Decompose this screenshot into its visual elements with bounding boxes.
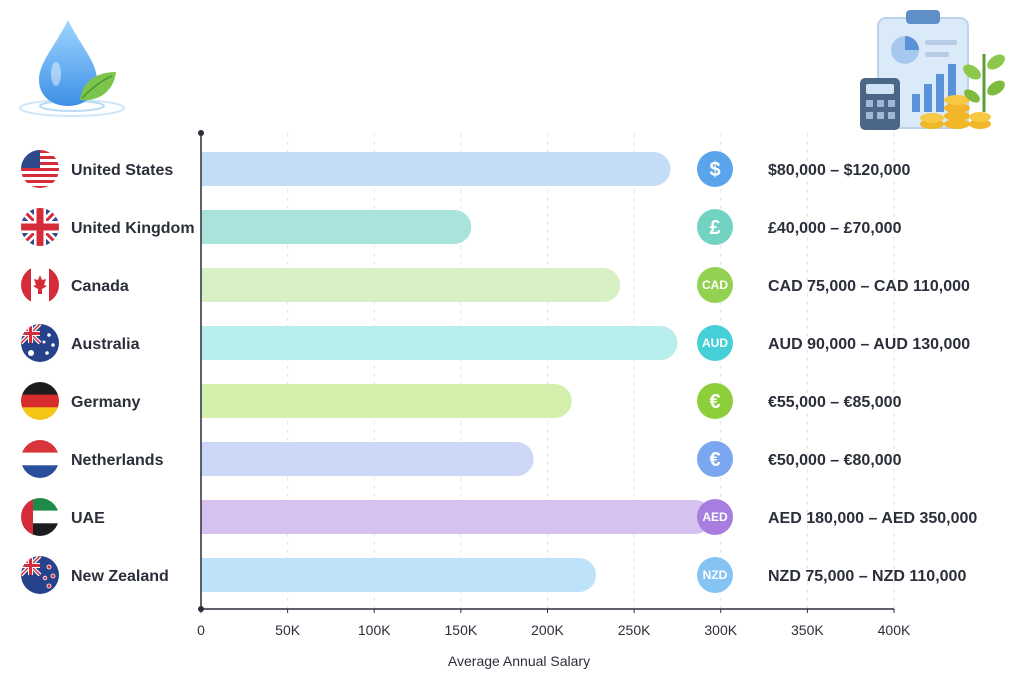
currency-badge xyxy=(697,325,733,361)
currency-symbol: € xyxy=(709,391,720,413)
x-tick-label: 350K xyxy=(791,622,824,638)
uae-flag-icon xyxy=(21,498,59,536)
australia-flag-icon xyxy=(21,324,59,362)
bar-left-cap xyxy=(201,268,218,302)
axes: 0 50K 100K 150K 200K 250K 300K 350K 400K xyxy=(197,130,911,638)
currency-symbol: AED xyxy=(702,510,728,524)
country-label: United States xyxy=(71,162,173,179)
bar-left-cap xyxy=(201,326,218,360)
x-tick-label: 0 xyxy=(197,622,205,638)
x-axis-title: Average Annual Salary xyxy=(448,653,590,669)
bar-left-cap xyxy=(201,384,218,418)
salary-range-label: AUD 90,000 – AUD 130,000 xyxy=(768,336,970,353)
country-label: New Zealand xyxy=(71,568,169,585)
currency-badge xyxy=(697,557,733,593)
axis-top-dot xyxy=(198,130,204,136)
country-label: Netherlands xyxy=(71,452,164,469)
country-label: Germany xyxy=(71,394,140,411)
bar xyxy=(201,152,671,186)
germany-flag-icon xyxy=(21,382,59,420)
currency-badge xyxy=(697,383,733,419)
bar-left-cap xyxy=(201,152,218,186)
water-drop-icon xyxy=(19,20,125,117)
salary-range-label: NZD 75,000 – NZD 110,000 xyxy=(768,568,966,585)
currency-symbol: $ xyxy=(709,159,720,181)
x-tick-label: 250K xyxy=(618,622,651,638)
currency-symbol: NZD xyxy=(703,568,728,582)
us-flag-icon xyxy=(21,150,59,188)
country-label: Canada xyxy=(71,278,129,295)
currency-badge xyxy=(697,441,733,477)
bar-left-cap xyxy=(201,210,218,244)
country-label: Australia xyxy=(71,336,140,353)
x-tick-label: 100K xyxy=(358,622,391,638)
x-tick-label: 300K xyxy=(704,622,737,638)
bar xyxy=(201,210,472,244)
currency-symbol: £ xyxy=(709,217,720,239)
country-label: UAE xyxy=(71,510,105,527)
x-tick-label: 200K xyxy=(531,622,564,638)
salary-range-label: €55,000 – €85,000 xyxy=(768,394,902,411)
bar-left-cap xyxy=(201,442,218,476)
x-tick-label: 400K xyxy=(878,622,911,638)
new-zealand-flag-icon xyxy=(21,556,59,594)
bar xyxy=(201,384,572,418)
bar xyxy=(201,442,534,476)
salary-range-labels: $80,000 – $120,000 £40,000 – £70,000 CAD 7… xyxy=(768,162,977,585)
report-calculator-icon xyxy=(860,10,1005,130)
salary-range-label: AED 180,000 – AED 350,000 xyxy=(768,510,977,527)
bar xyxy=(201,326,678,360)
x-tick-label: 50K xyxy=(275,622,301,638)
currency-symbol: CAD xyxy=(702,278,728,292)
uk-flag-icon xyxy=(21,208,59,246)
bar xyxy=(201,558,597,592)
country-flags xyxy=(21,150,59,594)
bar xyxy=(201,268,621,302)
currency-symbol: € xyxy=(709,449,720,471)
salary-range-label: CAD 75,000 – CAD 110,000 xyxy=(768,278,970,295)
currency-badge xyxy=(697,267,733,303)
bar-left-cap xyxy=(201,500,218,534)
salary-range-label: £40,000 – £70,000 xyxy=(768,220,902,237)
country-label: United Kingdom xyxy=(71,220,195,237)
canada-flag-icon xyxy=(21,266,59,304)
bars xyxy=(201,152,713,592)
currency-badge xyxy=(697,151,733,187)
axis-origin-dot xyxy=(198,606,204,612)
currency-badge xyxy=(697,499,733,535)
bar-left-cap xyxy=(201,558,218,592)
currency-badges: $ £ CAD AUD € € AED NZD xyxy=(697,151,733,593)
currency-symbol: AUD xyxy=(702,336,728,350)
salary-range-label: €50,000 – €80,000 xyxy=(768,452,902,469)
salary-range-label: $80,000 – $120,000 xyxy=(768,162,910,179)
x-tick-label: 150K xyxy=(445,622,478,638)
country-labels: United States United Kingdom Canada Austral… xyxy=(71,162,195,585)
currency-badge xyxy=(697,209,733,245)
netherlands-flag-icon xyxy=(21,440,59,478)
grid-lines xyxy=(287,133,895,609)
bar xyxy=(201,500,713,534)
